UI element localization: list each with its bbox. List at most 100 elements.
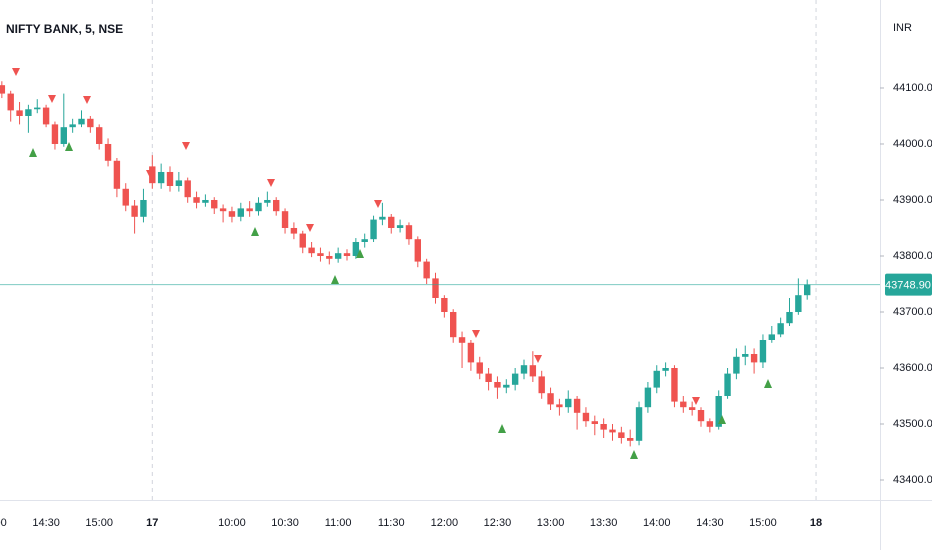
x-tick-label: 10:30 <box>271 517 299 529</box>
candle-body <box>60 127 67 144</box>
sell-signal <box>267 179 275 187</box>
currency-label: INR <box>893 22 912 34</box>
candle-body <box>370 219 377 240</box>
sell-signal <box>12 68 20 76</box>
candle-body <box>42 107 50 125</box>
candle-body <box>308 247 315 254</box>
candle-body <box>450 311 457 338</box>
candle-body <box>485 373 492 383</box>
candle-body <box>733 356 740 374</box>
candle-body <box>317 253 324 256</box>
candle-body <box>644 387 652 408</box>
candle-body <box>635 407 643 441</box>
candle-body <box>600 424 607 430</box>
candle-body <box>281 211 289 228</box>
plot-area <box>0 0 817 500</box>
sell-signal <box>472 330 480 338</box>
candle-body <box>759 339 767 363</box>
buy-signal <box>331 275 339 284</box>
candle-body <box>627 438 634 441</box>
y-tick-label: 43400.00 <box>893 474 932 486</box>
buy-signal <box>251 227 259 236</box>
candle-body <box>264 199 271 203</box>
candle-body <box>804 284 811 296</box>
candle-body <box>405 225 413 240</box>
x-tick-label: 14:30 <box>32 517 60 529</box>
candle-body <box>706 421 714 427</box>
x-tick-label: 11:30 <box>378 517 405 529</box>
x-tick-label: 13:30 <box>590 517 618 529</box>
candle-body <box>511 373 519 385</box>
candle-body <box>396 225 404 228</box>
candle-body <box>202 199 209 203</box>
y-tick-label: 43900.00 <box>893 194 932 206</box>
y-tick-label: 43500.00 <box>893 418 932 430</box>
sell-signal <box>692 397 700 405</box>
candle-body <box>414 239 421 262</box>
candle-body <box>193 197 200 203</box>
candle-body <box>273 199 280 212</box>
candle-body <box>609 429 616 433</box>
x-tick-label: 12:30 <box>484 517 512 529</box>
x-tick-label: 11:00 <box>325 517 352 529</box>
candle-body <box>228 211 236 217</box>
candle-body <box>476 362 483 374</box>
candle-body <box>582 412 590 422</box>
sell-signal <box>146 170 154 178</box>
candle-body <box>361 239 368 242</box>
candle-body <box>334 253 342 259</box>
candle-body <box>618 432 625 439</box>
x-tick-label: 17 <box>146 517 158 529</box>
candle-body <box>104 143 112 161</box>
candle-body <box>662 367 669 371</box>
sell-signal <box>534 355 542 363</box>
candle-body <box>680 401 687 408</box>
price-label-box <box>885 273 932 296</box>
candle-body <box>697 410 705 422</box>
candle-body <box>556 404 563 408</box>
y-tick-label: 44000.00 <box>893 138 932 150</box>
candle-body <box>16 110 23 116</box>
candle-body <box>290 227 298 234</box>
candle-body <box>343 253 351 256</box>
candle-body <box>786 311 793 324</box>
price-label: 43748.90 <box>885 280 931 292</box>
candle-body <box>458 337 466 343</box>
candle-body <box>122 188 129 206</box>
candle-body <box>423 261 430 279</box>
candle-body <box>34 107 41 110</box>
candle-body <box>671 367 678 402</box>
sell-signal <box>374 200 382 208</box>
candle-body <box>299 233 306 248</box>
chart-title: NIFTY BANK, 5, NSE <box>6 22 123 36</box>
candle-body <box>538 376 545 394</box>
candle-body <box>724 373 731 397</box>
x-tick-label: 14:00 <box>643 517 671 529</box>
x-tick-label: 15:00 <box>749 517 777 529</box>
buy-signal <box>718 415 726 424</box>
candle-body <box>591 421 598 425</box>
candle-body <box>211 199 218 209</box>
candle-body <box>78 118 85 125</box>
x-tick-label: 15:00 <box>85 517 113 529</box>
buy-signal <box>65 142 73 151</box>
sell-signal <box>306 224 314 232</box>
y-tick-label: 44100.00 <box>893 82 932 94</box>
candle-body <box>237 208 244 217</box>
candle-body <box>219 208 227 212</box>
candle-body <box>768 334 775 340</box>
candle-body <box>688 407 696 411</box>
candle-body <box>184 180 191 198</box>
candle-body <box>69 124 76 128</box>
x-tick-label: 10:00 <box>218 517 246 529</box>
buy-signal <box>764 379 772 388</box>
candle-body <box>0 85 6 94</box>
candle-body <box>175 180 183 186</box>
x-tick-label: 14:00 <box>0 517 7 529</box>
sell-signal <box>182 142 190 150</box>
y-tick-label: 43700.00 <box>893 306 932 318</box>
candle-body <box>379 216 386 220</box>
candle-body <box>715 396 722 427</box>
candle-body <box>750 353 758 363</box>
